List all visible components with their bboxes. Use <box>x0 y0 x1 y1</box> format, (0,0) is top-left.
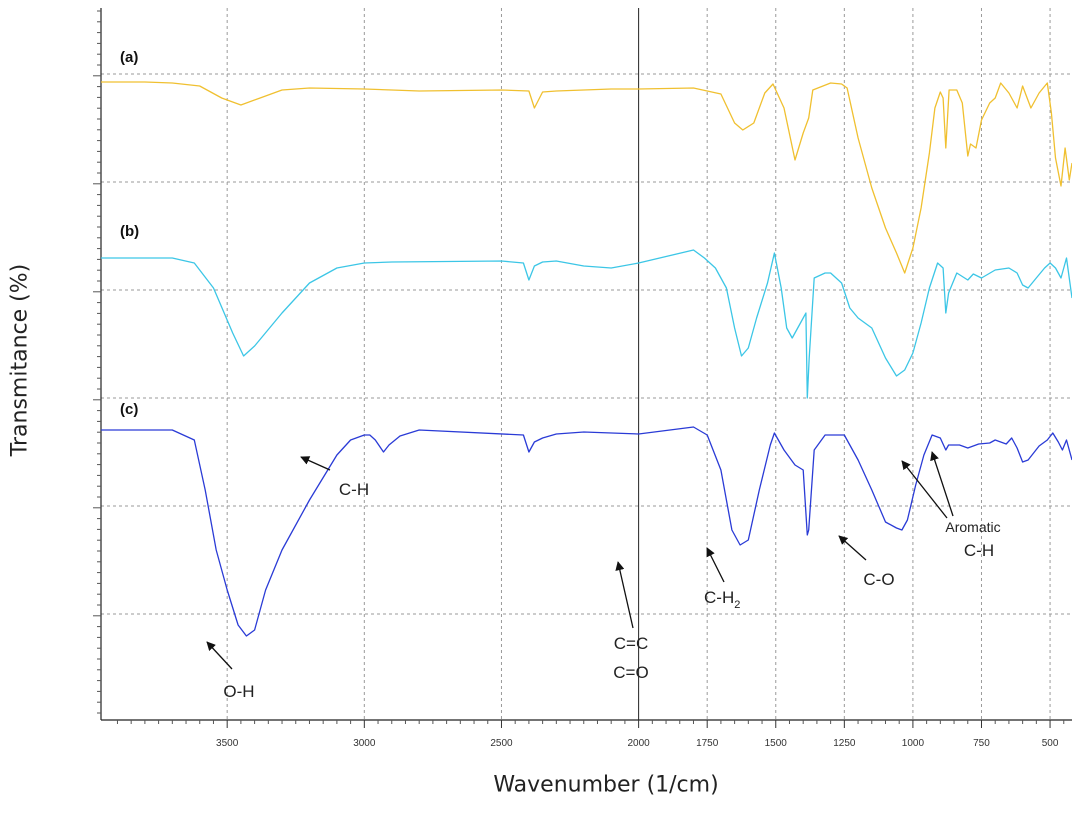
panel-label: (c) <box>120 401 138 418</box>
annotation-arrow <box>930 451 954 517</box>
series-line-0 <box>101 81 1072 274</box>
x-axis-label: Wavenumber (1/cm) <box>493 772 719 798</box>
x-tick-label: 1000 <box>902 738 925 749</box>
annotation-arrow <box>615 561 634 629</box>
series-line-2 <box>101 426 1072 637</box>
annotation-arrow <box>706 547 725 583</box>
annotation-cc: C=C <box>614 634 648 653</box>
x-tick-label: 1500 <box>765 738 788 749</box>
series-line-1 <box>101 249 1072 399</box>
annotation-aromatic: Aromatic <box>945 519 1000 535</box>
panel-label: (a) <box>120 49 138 66</box>
x-tick-label: 500 <box>1042 738 1059 749</box>
x-axis-ticks: 3500 3000 2500 2000 1750 1500 1250 1000 750 500 <box>116 720 1065 749</box>
peak-annotations: O-H C-H C=C C=O C-H2 C-O Aromatic C-H <box>206 451 1001 701</box>
grid-lines <box>101 8 1072 720</box>
spectra-series <box>101 81 1072 637</box>
annotation-ch2: C-H2 <box>704 588 740 611</box>
annotation-arrow <box>300 456 331 471</box>
annotation-oh: O-H <box>223 682 254 701</box>
x-tick-label: 2000 <box>627 738 650 749</box>
annotation-arrow <box>901 460 948 519</box>
x-tick-label: 1250 <box>833 738 856 749</box>
annotation-arrow <box>838 535 867 561</box>
x-tick-label: 2500 <box>490 738 513 749</box>
axes <box>100 8 1072 721</box>
panel-labels: (a) (b) (c) <box>120 49 139 418</box>
x-tick-label: 3000 <box>353 738 376 749</box>
annotation-c-o: C-O <box>863 570 894 589</box>
x-tick-label: 1750 <box>696 738 719 749</box>
annotation-arrow <box>206 641 233 670</box>
annotation-co-double: C=O <box>613 663 648 682</box>
panel-label: (b) <box>120 223 139 240</box>
x-tick-label: 3500 <box>216 738 239 749</box>
annotation-aromatic-ch: C-H <box>964 541 994 560</box>
x-tick-label: 750 <box>973 738 990 749</box>
annotation-ch: C-H <box>339 480 369 499</box>
y-axis-ticks <box>93 10 101 714</box>
annotation-ch2-subscript: 2 <box>734 599 740 611</box>
y-axis-label: Transmitance (%) <box>7 263 33 457</box>
